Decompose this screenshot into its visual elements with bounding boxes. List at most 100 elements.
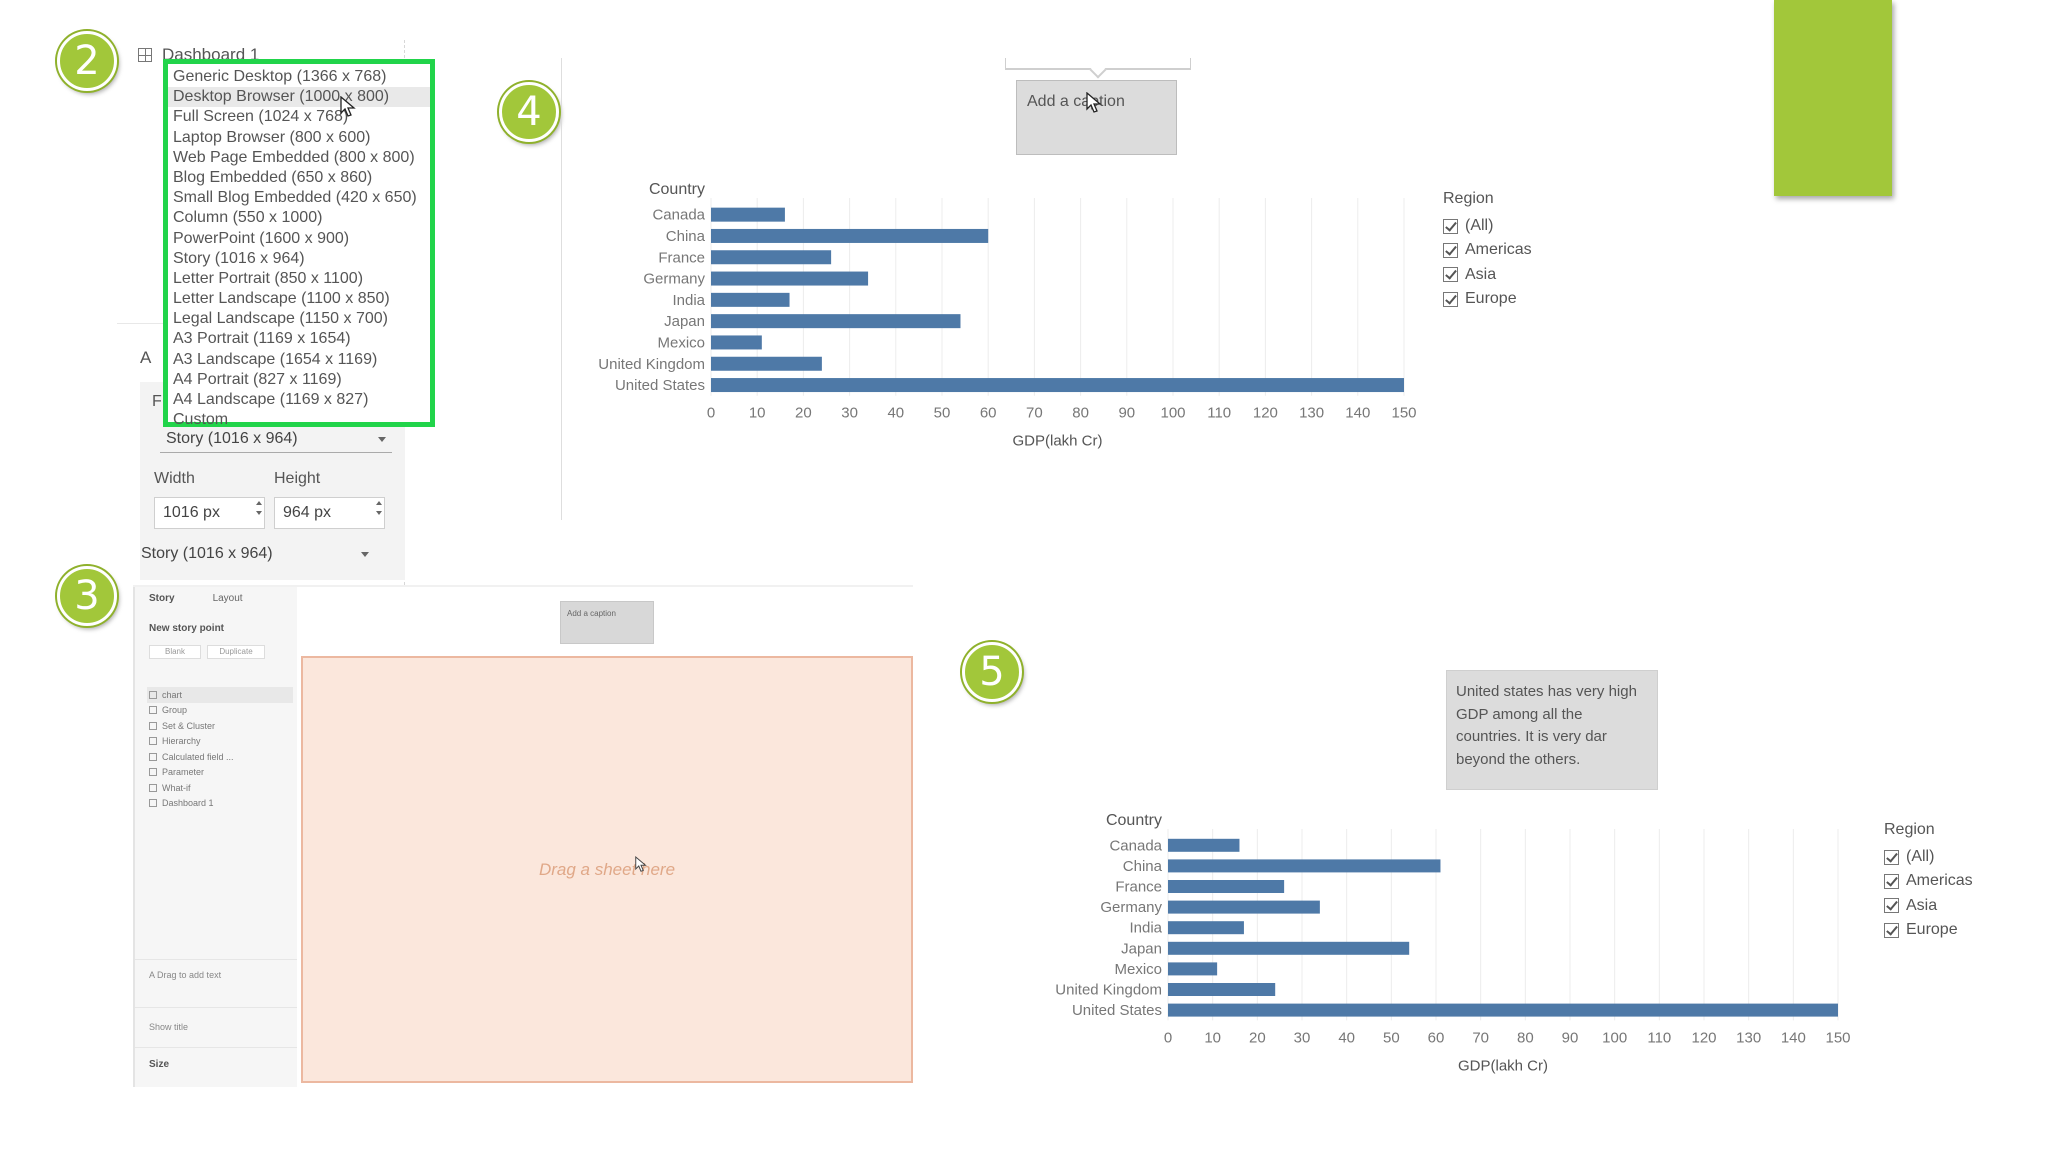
tab-story[interactable]: Story <box>149 593 175 604</box>
size-option[interactable]: A4 Landscape (1169 x 827) <box>173 391 369 408</box>
checkbox-checked-icon[interactable] <box>1884 873 1899 889</box>
bar <box>1168 880 1285 893</box>
bar <box>711 271 869 286</box>
category-label: Germany <box>643 271 705 288</box>
width-stepper-icon[interactable] <box>256 501 262 515</box>
sidebar-divider <box>135 959 297 960</box>
checkbox-checked-icon[interactable] <box>1884 922 1899 938</box>
insight-caption-box[interactable]: United states has very high GDP among al… <box>1446 670 1658 790</box>
sidebar-divider <box>135 1047 297 1048</box>
size-option[interactable]: Letter Portrait (850 x 1100) <box>173 269 364 287</box>
blank-button[interactable]: Blank <box>149 645 201 659</box>
width-label: Width <box>154 470 195 487</box>
legend-filter-item[interactable]: (All) <box>1884 845 1973 869</box>
sheet-list-item[interactable]: chart <box>147 687 293 703</box>
size-option[interactable]: Web Page Embedded (800 x 800) <box>173 148 415 166</box>
axis-title-country: Country <box>1106 812 1162 829</box>
legend-filter-item[interactable]: Europe <box>1884 918 1973 942</box>
size-dropdown-list[interactable]: Generic Desktop (1366 x 768) Desktop Brow… <box>163 59 435 429</box>
bar <box>711 292 790 307</box>
sheet-list-item[interactable]: Parameter <box>147 765 293 781</box>
sheet-list-item[interactable]: Hierarchy <box>147 734 293 750</box>
size-option[interactable]: Legal Landscape (1150 x 700) <box>173 310 388 328</box>
size-option[interactable]: Desktop Browser (1000 x 800) <box>168 87 430 108</box>
caption-text: Add a caption <box>1027 93 1125 110</box>
mouse-cursor-icon <box>635 856 647 872</box>
tick-label: 80 <box>1517 1029 1534 1046</box>
story-size-value: Story (1016 x 964) <box>141 545 273 562</box>
legend-title: Region <box>1884 821 1935 838</box>
tick-label: 20 <box>795 405 812 422</box>
show-title-checkbox[interactable]: Show title <box>149 1022 188 1032</box>
checkbox-checked-icon[interactable] <box>1443 267 1458 283</box>
width-input[interactable]: 1016 px <box>154 497 265 529</box>
tick-label: 110 <box>1207 405 1231 422</box>
checkbox-checked-icon[interactable] <box>1884 849 1899 865</box>
caption-box[interactable]: Add a caption <box>1016 80 1177 155</box>
size-option[interactable]: Laptop Browser (800 x 600) <box>173 128 371 146</box>
sheet-list-item[interactable]: Dashboard 1 <box>147 796 293 812</box>
sheet-list-item[interactable]: Group <box>147 703 293 719</box>
sheet-list-item[interactable]: Calculated field ... <box>147 749 293 765</box>
tick-label: 140 <box>1345 405 1370 422</box>
sheet-list-item[interactable]: Set & Cluster <box>147 718 293 734</box>
bar <box>1168 838 1240 852</box>
size-option[interactable]: Generic Desktop (1366 x 768) <box>173 68 387 85</box>
story-caption-box[interactable]: Add a caption <box>560 601 654 644</box>
legend-filter-item[interactable]: Asia <box>1443 263 1532 287</box>
checkbox-checked-icon[interactable] <box>1443 242 1458 258</box>
insight-caption-text: United states has very high GDP among al… <box>1456 683 1637 768</box>
story-size-select[interactable]: Story (1016 x 964) <box>135 545 375 567</box>
legend-filter-item[interactable]: Asia <box>1884 894 1973 918</box>
story-point-tab[interactable] <box>1005 58 1191 70</box>
tab-layout[interactable]: Layout <box>212 593 243 604</box>
checkbox-checked-icon[interactable] <box>1443 218 1458 234</box>
height-value: 964 px <box>283 504 332 521</box>
size-option[interactable]: A4 Portrait (827 x 1169) <box>173 370 342 388</box>
legend-filter-item[interactable]: Americas <box>1443 238 1532 262</box>
sheet-name: Parameter <box>162 767 205 778</box>
story-sidebar: Story Layout New story point Blank Dupli… <box>133 587 297 1087</box>
bar <box>1168 1003 1838 1017</box>
category-label: Canada <box>1109 837 1162 854</box>
size-option[interactable]: PowerPoint (1600 x 900) <box>173 229 350 247</box>
duplicate-button[interactable]: Duplicate <box>207 645 265 659</box>
sheet-grid-icon <box>149 799 157 808</box>
drag-to-add-text[interactable]: A Drag to add text <box>149 970 221 980</box>
legend-filter-item[interactable]: (All) <box>1443 214 1532 238</box>
checkbox-checked-icon[interactable] <box>1443 291 1458 307</box>
sheet-list-item[interactable]: What-if <box>147 780 293 796</box>
legend-filter-item[interactable]: Europe <box>1443 287 1532 311</box>
width-value: 1016 px <box>163 504 220 521</box>
tick-label: 130 <box>1736 1029 1761 1046</box>
tick-label: 120 <box>1691 1029 1716 1046</box>
dashboard-grid-icon <box>138 48 152 62</box>
size-option[interactable]: Small Blog Embedded (420 x 650) <box>173 189 417 207</box>
region-legend-2: Region (All) Americas Asia Europe <box>1884 821 1973 942</box>
size-select[interactable]: Story (1016 x 964) <box>160 430 392 453</box>
size-option[interactable]: Story (1016 x 964) <box>173 249 305 267</box>
size-option[interactable]: Blog Embedded (650 x 860) <box>173 168 373 186</box>
legend-filter-item[interactable]: Americas <box>1884 869 1973 893</box>
height-input[interactable]: 964 px <box>274 497 385 529</box>
legend-item-label: Europe <box>1906 921 1958 939</box>
height-stepper-icon[interactable] <box>376 501 382 515</box>
size-option[interactable]: Custom <box>173 411 229 429</box>
size-option[interactable]: A3 Portrait (1169 x 1654) <box>173 330 351 348</box>
story-canvas-drop-zone[interactable]: Drag a sheet here <box>301 656 913 1083</box>
legend-title: Region <box>1443 190 1494 207</box>
tick-label: 140 <box>1781 1029 1806 1046</box>
bar <box>711 228 989 243</box>
size-option[interactable]: Full Screen (1024 x 768) <box>173 108 349 126</box>
size-option[interactable]: Column (550 x 1000) <box>173 209 323 227</box>
size-option[interactable]: Letter Landscape (1100 x 850) <box>173 290 390 308</box>
size-option[interactable]: A3 Landscape (1654 x 1169) <box>173 350 378 368</box>
bar <box>1168 941 1410 955</box>
tick-label: 70 <box>1472 1029 1489 1046</box>
tick-label: 90 <box>1562 1029 1579 1046</box>
sheet-grid-icon <box>149 752 157 761</box>
legend-item-label: (All) <box>1906 848 1935 866</box>
checkbox-checked-icon[interactable] <box>1884 898 1899 914</box>
drag-to-add-text-label: Drag to add text <box>157 970 222 980</box>
axis-title-country: Country <box>649 181 705 198</box>
